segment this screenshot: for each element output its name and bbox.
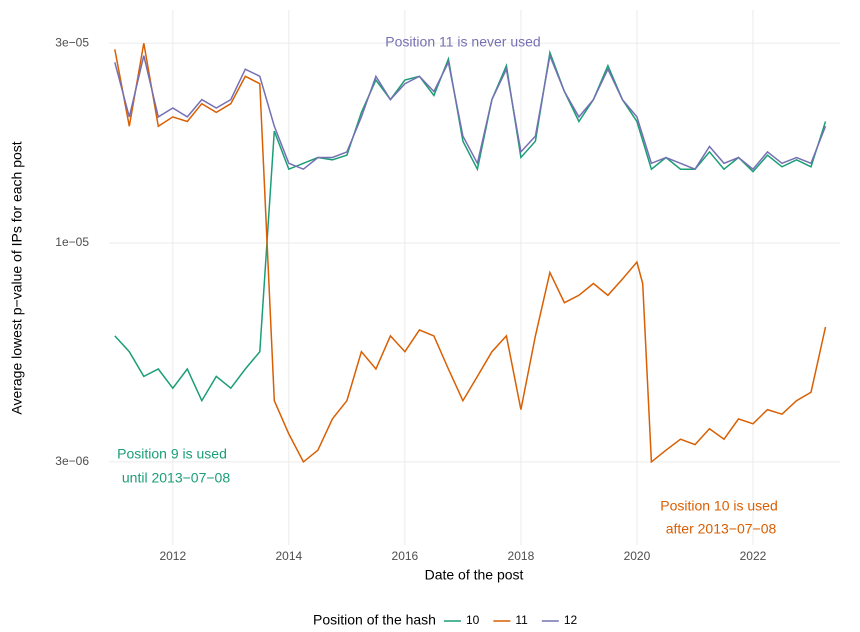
x-tick-label: 2018	[508, 549, 535, 563]
legend-title: Position of the hash	[313, 612, 436, 628]
annotation: until 2013−07−08	[122, 470, 230, 486]
legend-label: 10	[466, 613, 480, 627]
grid	[109, 10, 840, 545]
series-line	[114, 43, 827, 464]
x-tick-label: 2020	[624, 549, 651, 563]
series-line	[114, 53, 827, 171]
series-line	[114, 49, 827, 403]
y-tick-label: 1e−05	[55, 235, 89, 249]
annotation: Position 10 is used	[660, 498, 778, 514]
annotation: after 2013−07−08	[666, 521, 777, 537]
annotation: Position 9 is used	[117, 446, 227, 462]
legend-label: 11	[515, 613, 528, 627]
x-tick-label: 2022	[740, 549, 767, 563]
x-tick-label: 2016	[392, 549, 419, 563]
annotation: Position 11 is never used	[385, 34, 540, 50]
y-axis-title: Average lowest p−value of IPs for each p…	[9, 141, 25, 414]
y-tick-label: 3e−06	[55, 454, 89, 468]
x-tick-label: 2014	[275, 549, 302, 563]
x-tick-label: 2012	[159, 549, 186, 563]
legend-label: 12	[564, 613, 578, 627]
y-tick-label: 3e−05	[55, 35, 89, 49]
x-axis-title: Date of the post	[425, 567, 524, 583]
